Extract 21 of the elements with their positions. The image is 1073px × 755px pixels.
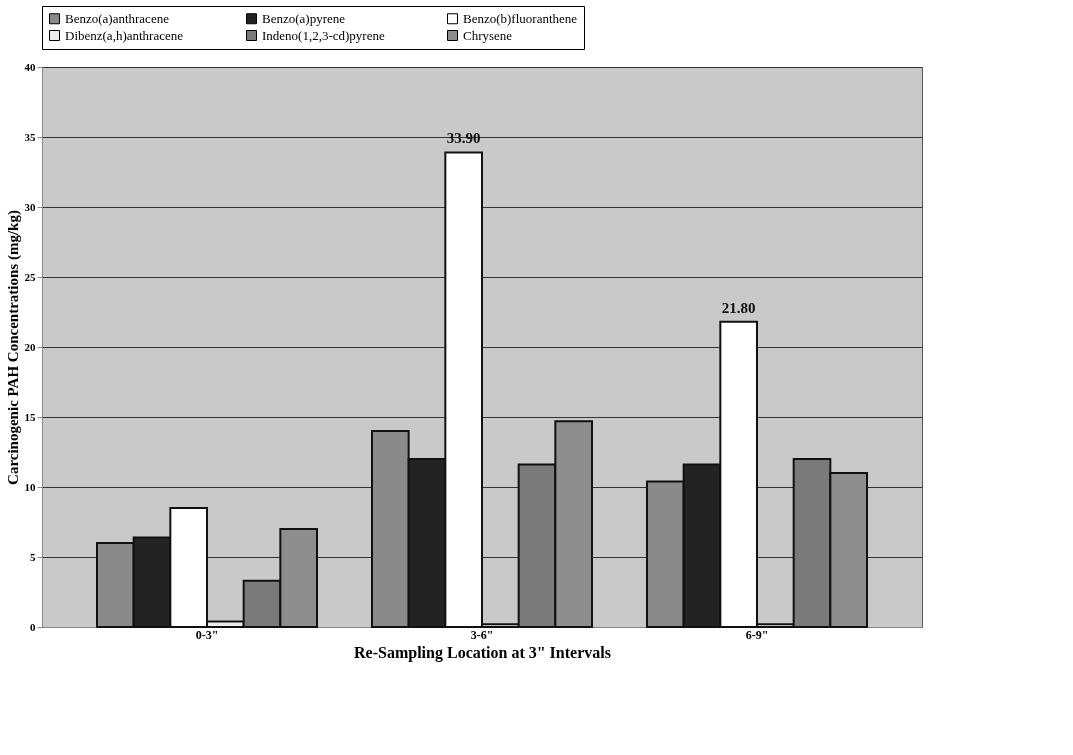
y-tick-label: 25 <box>24 270 36 283</box>
y-tick-label: 20 <box>24 340 36 353</box>
x-tick-label: 0-3" <box>195 627 219 642</box>
y-tick-label: 40 <box>24 60 36 73</box>
y-tick-label: 15 <box>24 410 36 423</box>
y-tick-label: 30 <box>24 200 36 213</box>
x-tick-label: 6-9" <box>745 627 769 642</box>
y-axis-title: Carcinogenic PAH Concentrations (mg/kg) <box>4 210 22 485</box>
y-tick-label: 35 <box>24 130 36 143</box>
legend-label: Benzo(a)anthracene <box>65 10 170 26</box>
x-tick-label: 3-6" <box>470 627 494 642</box>
legend-label: Indeno(1,2,3-cd)pyrene <box>262 27 385 43</box>
y-tick-label: 5 <box>30 550 36 563</box>
legend-label: Benzo(a)pyrene <box>262 10 346 26</box>
x-axis-title: Re-Sampling Location at 3" Intervals <box>354 643 611 662</box>
legend-label: Benzo(b)fluoranthene <box>463 10 578 26</box>
data-label: 21.80 <box>721 299 756 316</box>
y-tick-label: 0 <box>30 620 36 633</box>
legend-label: Chrysene <box>463 27 513 43</box>
y-tick-label: 10 <box>24 480 36 493</box>
legend-label: Dibenz(a,h)anthracene <box>65 27 184 43</box>
